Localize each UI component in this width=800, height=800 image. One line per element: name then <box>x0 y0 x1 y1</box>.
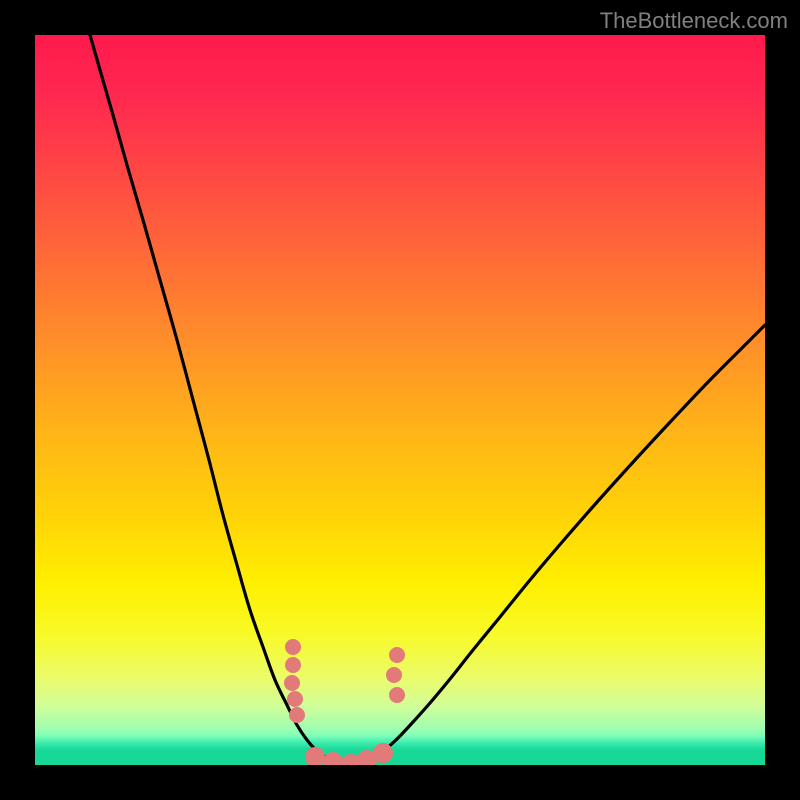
data-marker <box>323 752 343 765</box>
data-marker <box>389 687 405 703</box>
plot-area <box>35 35 765 765</box>
data-marker <box>386 667 402 683</box>
data-marker <box>287 691 303 707</box>
data-marker <box>284 675 300 691</box>
curve-overlay <box>35 35 765 765</box>
data-marker <box>305 747 325 765</box>
bottleneck-curve <box>347 325 765 764</box>
data-marker <box>285 657 301 673</box>
data-marker <box>389 647 405 663</box>
data-marker <box>285 639 301 655</box>
bottleneck-curve <box>90 35 347 764</box>
data-marker <box>373 743 393 763</box>
watermark-text: TheBottleneck.com <box>600 8 788 34</box>
data-marker <box>289 707 305 723</box>
chart-container: TheBottleneck.com <box>0 0 800 800</box>
